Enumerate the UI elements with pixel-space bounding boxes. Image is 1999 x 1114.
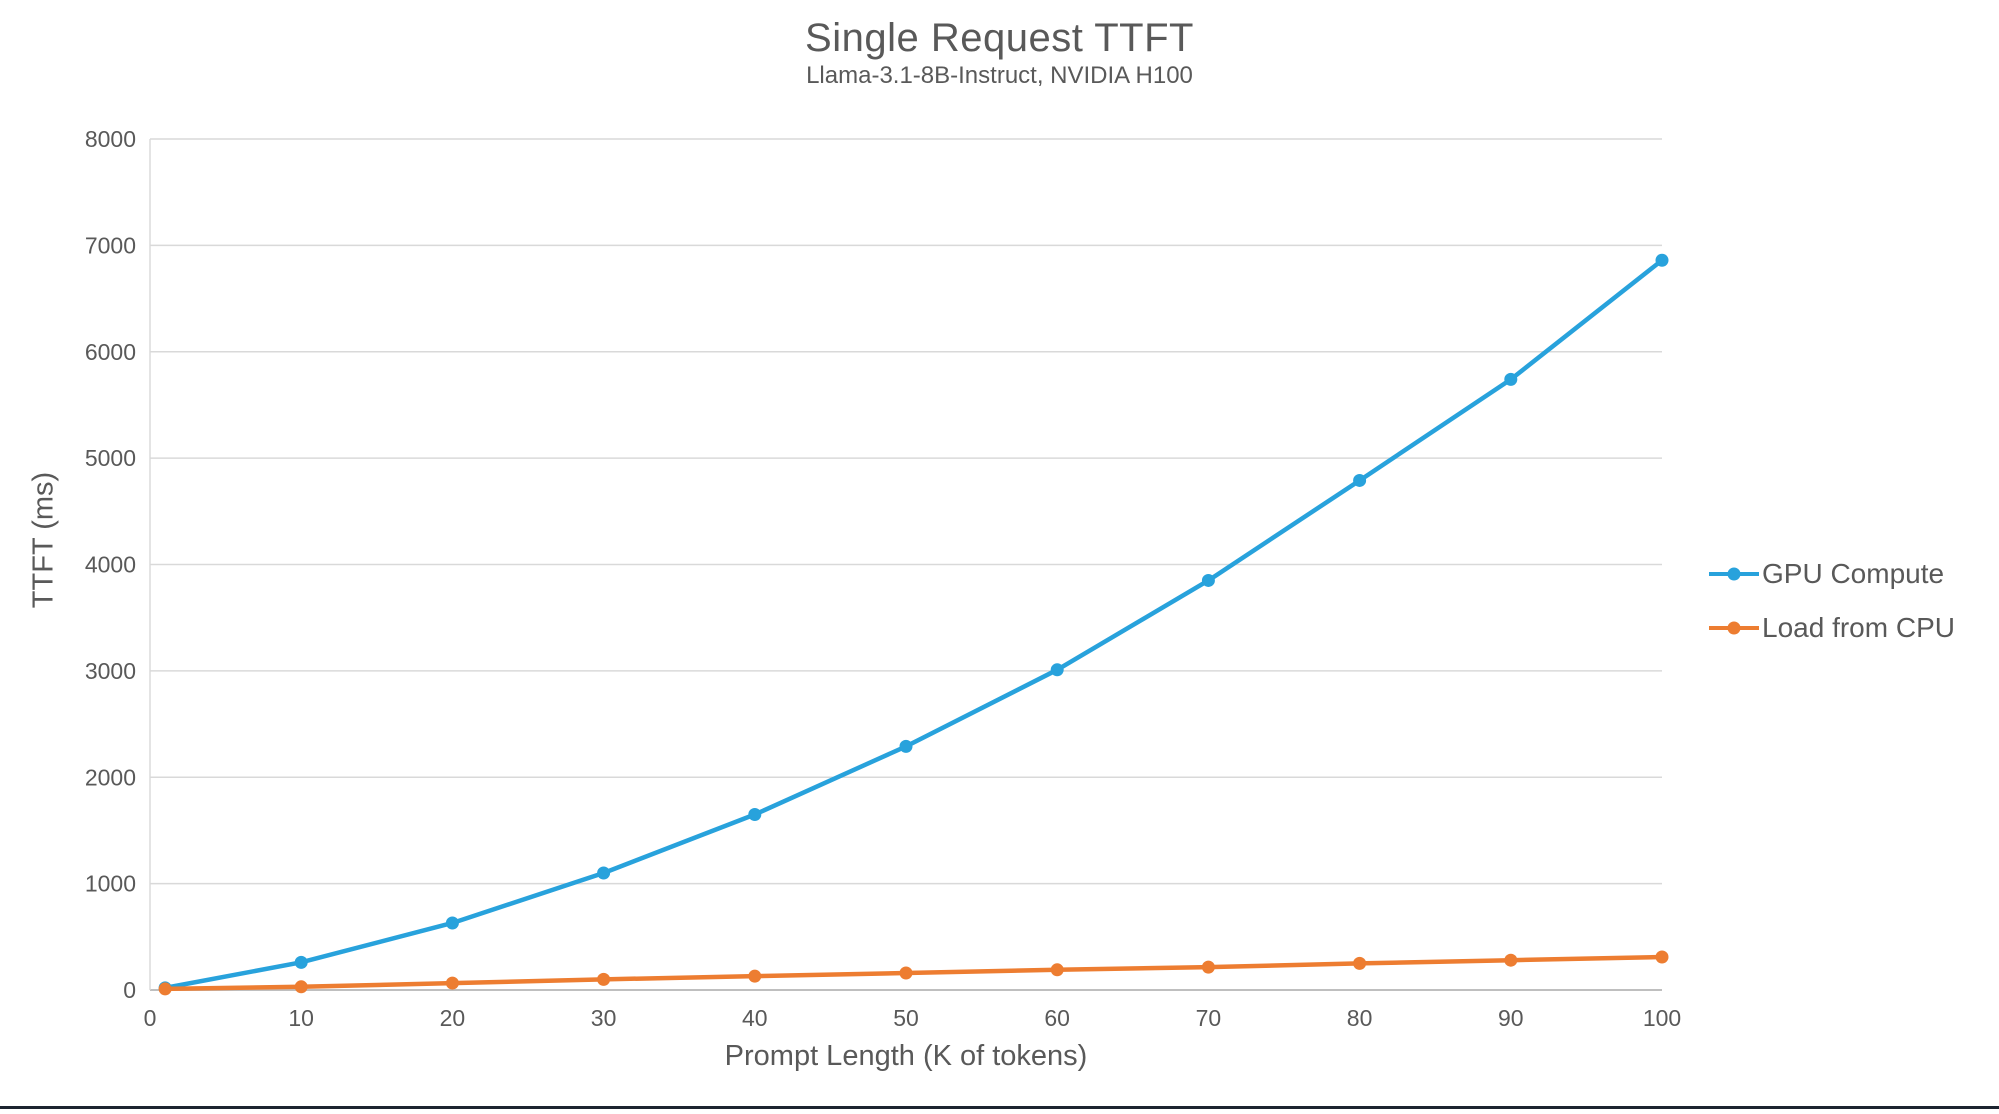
data-point[interactable] — [748, 807, 762, 821]
data-point[interactable] — [1050, 963, 1064, 977]
y-axis-title: TTFT (ms) — [27, 471, 60, 609]
data-point[interactable] — [1655, 253, 1669, 267]
data-point[interactable] — [899, 739, 913, 753]
data-point[interactable] — [1201, 960, 1215, 974]
data-point[interactable] — [445, 916, 459, 930]
data-point[interactable] — [294, 955, 308, 969]
x-tick-label: 80 — [1347, 1005, 1373, 1031]
data-point[interactable] — [158, 982, 172, 996]
legend-item-gpu-compute[interactable]: GPU Compute — [1708, 558, 1955, 590]
data-point[interactable] — [1050, 663, 1064, 677]
x-tick-label: 40 — [742, 1005, 768, 1031]
y-tick-label: 0 — [123, 977, 136, 1003]
bottom-window-edge — [0, 1106, 1999, 1109]
x-tick-label: 0 — [144, 1005, 157, 1031]
data-point[interactable] — [1353, 473, 1367, 487]
y-tick-label: 8000 — [85, 126, 136, 152]
data-point[interactable] — [1655, 950, 1669, 964]
x-tick-label: 50 — [893, 1005, 919, 1031]
data-point[interactable] — [445, 976, 459, 990]
x-tick-label: 30 — [591, 1005, 617, 1031]
chart-title: Single Request TTFT — [805, 16, 1194, 60]
gpu-compute-line-marker-icon — [1709, 567, 1759, 581]
data-point[interactable] — [597, 972, 611, 986]
data-point[interactable] — [1504, 953, 1518, 967]
legend: GPU Compute Load from CPU — [1708, 558, 1955, 644]
x-tick-label: 60 — [1044, 1005, 1070, 1031]
y-tick-label: 1000 — [85, 871, 136, 897]
data-point[interactable] — [1353, 956, 1367, 970]
chart-subtitle: Llama-3.1-8B-Instruct, NVIDIA H100 — [806, 62, 1193, 89]
x-tick-label: 10 — [288, 1005, 314, 1031]
y-tick-label: 4000 — [85, 552, 136, 578]
y-tick-label: 5000 — [85, 445, 136, 471]
load-from-cpu-line-marker-icon — [1709, 621, 1759, 635]
x-tick-label: 100 — [1643, 1005, 1681, 1031]
legend-item-load-from-cpu[interactable]: Load from CPU — [1708, 612, 1955, 644]
x-tick-label: 90 — [1498, 1005, 1524, 1031]
data-point[interactable] — [748, 969, 762, 983]
data-point[interactable] — [1201, 573, 1215, 587]
y-tick-label: 7000 — [85, 232, 136, 258]
x-axis-title: Prompt Length (K of tokens) — [724, 1040, 1088, 1072]
legend-label-load-from-cpu: Load from CPU — [1762, 612, 1955, 643]
data-point[interactable] — [899, 966, 913, 980]
y-tick-label: 6000 — [85, 339, 136, 365]
series-line-0 — [162, 258, 1665, 991]
data-point[interactable] — [597, 866, 611, 880]
data-point[interactable] — [1504, 372, 1518, 386]
data-point[interactable] — [294, 980, 308, 994]
x-tick-label: 20 — [440, 1005, 466, 1031]
y-tick-label: 2000 — [85, 764, 136, 790]
legend-label-gpu-compute: GPU Compute — [1762, 558, 1945, 589]
series-line-1 — [162, 954, 1665, 992]
y-tick-label: 3000 — [85, 658, 136, 684]
x-tick-label: 70 — [1196, 1005, 1222, 1031]
